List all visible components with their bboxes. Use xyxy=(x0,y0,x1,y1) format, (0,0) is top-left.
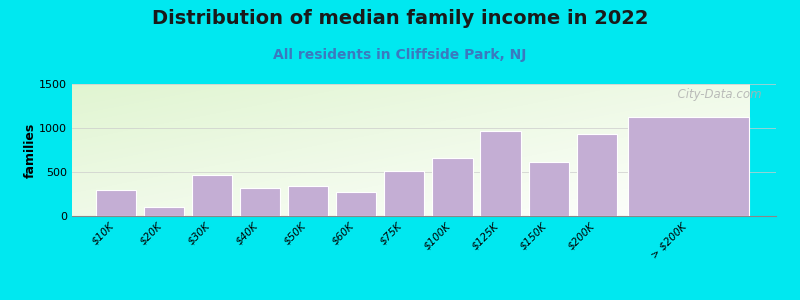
Y-axis label: families: families xyxy=(23,122,36,178)
Bar xyxy=(288,186,328,216)
Bar xyxy=(144,207,184,216)
Bar xyxy=(96,190,136,216)
Bar xyxy=(336,192,376,216)
Bar xyxy=(192,175,232,216)
Bar xyxy=(384,171,425,216)
Bar xyxy=(577,134,617,216)
Text: Distribution of median family income in 2022: Distribution of median family income in … xyxy=(152,9,648,28)
Bar xyxy=(481,130,521,216)
Text: All residents in Cliffside Park, NJ: All residents in Cliffside Park, NJ xyxy=(274,48,526,62)
Bar xyxy=(432,158,473,216)
Bar xyxy=(628,117,749,216)
Text: City-Data.com: City-Data.com xyxy=(670,88,762,101)
Bar xyxy=(240,188,280,216)
Bar xyxy=(529,162,569,216)
